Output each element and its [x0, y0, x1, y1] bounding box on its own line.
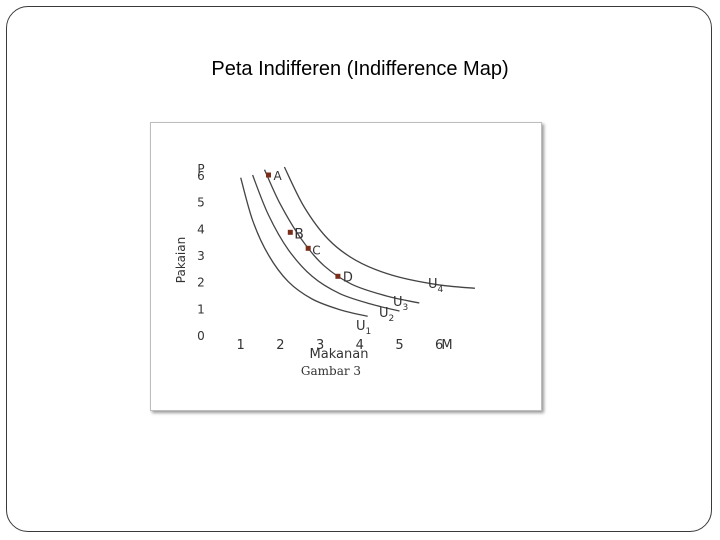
y-tick-label: 0	[197, 329, 205, 343]
figure-caption: Gambar 3	[301, 364, 361, 378]
x-axis-label: Makanan	[310, 347, 369, 362]
indifference-curve-u4	[283, 166, 475, 289]
point-a-label: A	[274, 169, 283, 183]
y-tick-label: 3	[197, 249, 205, 263]
point-c-marker	[305, 245, 311, 251]
x-tick-label: 4	[356, 338, 364, 353]
curve-label-u3: U3	[393, 295, 408, 313]
indifference-curve-u3	[263, 169, 420, 304]
indifference-curve-u2	[251, 174, 400, 312]
y-tick-label: 1	[197, 302, 205, 316]
y-tick-label: 2	[197, 276, 205, 290]
curve-label-u4: U4	[428, 277, 444, 295]
indifference-curves	[240, 166, 475, 317]
point-d-marker	[335, 273, 341, 279]
indifference-curve-u1	[240, 177, 368, 317]
point-a-marker	[266, 172, 271, 178]
point-c-label: C	[312, 243, 320, 257]
x-tick-label: 1	[237, 338, 245, 353]
x-axis-symbol: M	[441, 338, 452, 353]
point-b-label: B	[294, 226, 304, 242]
y-axis-label: Pakaian	[174, 237, 188, 283]
curve-label-u2: U2	[379, 306, 394, 324]
point-b-marker	[287, 229, 293, 235]
slide-title: Peta Indifferen (Indifference Map)	[211, 58, 509, 80]
y-tick-label: 5	[197, 196, 205, 210]
bundle-points: A BC D	[266, 169, 353, 285]
x-tick-label: 3	[316, 338, 324, 353]
x-tick-label: 2	[276, 338, 284, 353]
y-tick-label: 6	[197, 169, 205, 183]
y-axis-symbol: P	[197, 162, 204, 176]
curve-label-u1: U1	[356, 319, 371, 337]
point-d-label: D	[343, 270, 353, 285]
y-tick-labels: 0 1 2 3 4 5 6	[197, 169, 205, 343]
x-tick-label: 5	[395, 338, 403, 353]
x-tick-labels: 1 2 3 4 5 6	[237, 338, 444, 353]
y-tick-label: 4	[197, 222, 205, 236]
x-tick-label: 6	[435, 338, 443, 353]
